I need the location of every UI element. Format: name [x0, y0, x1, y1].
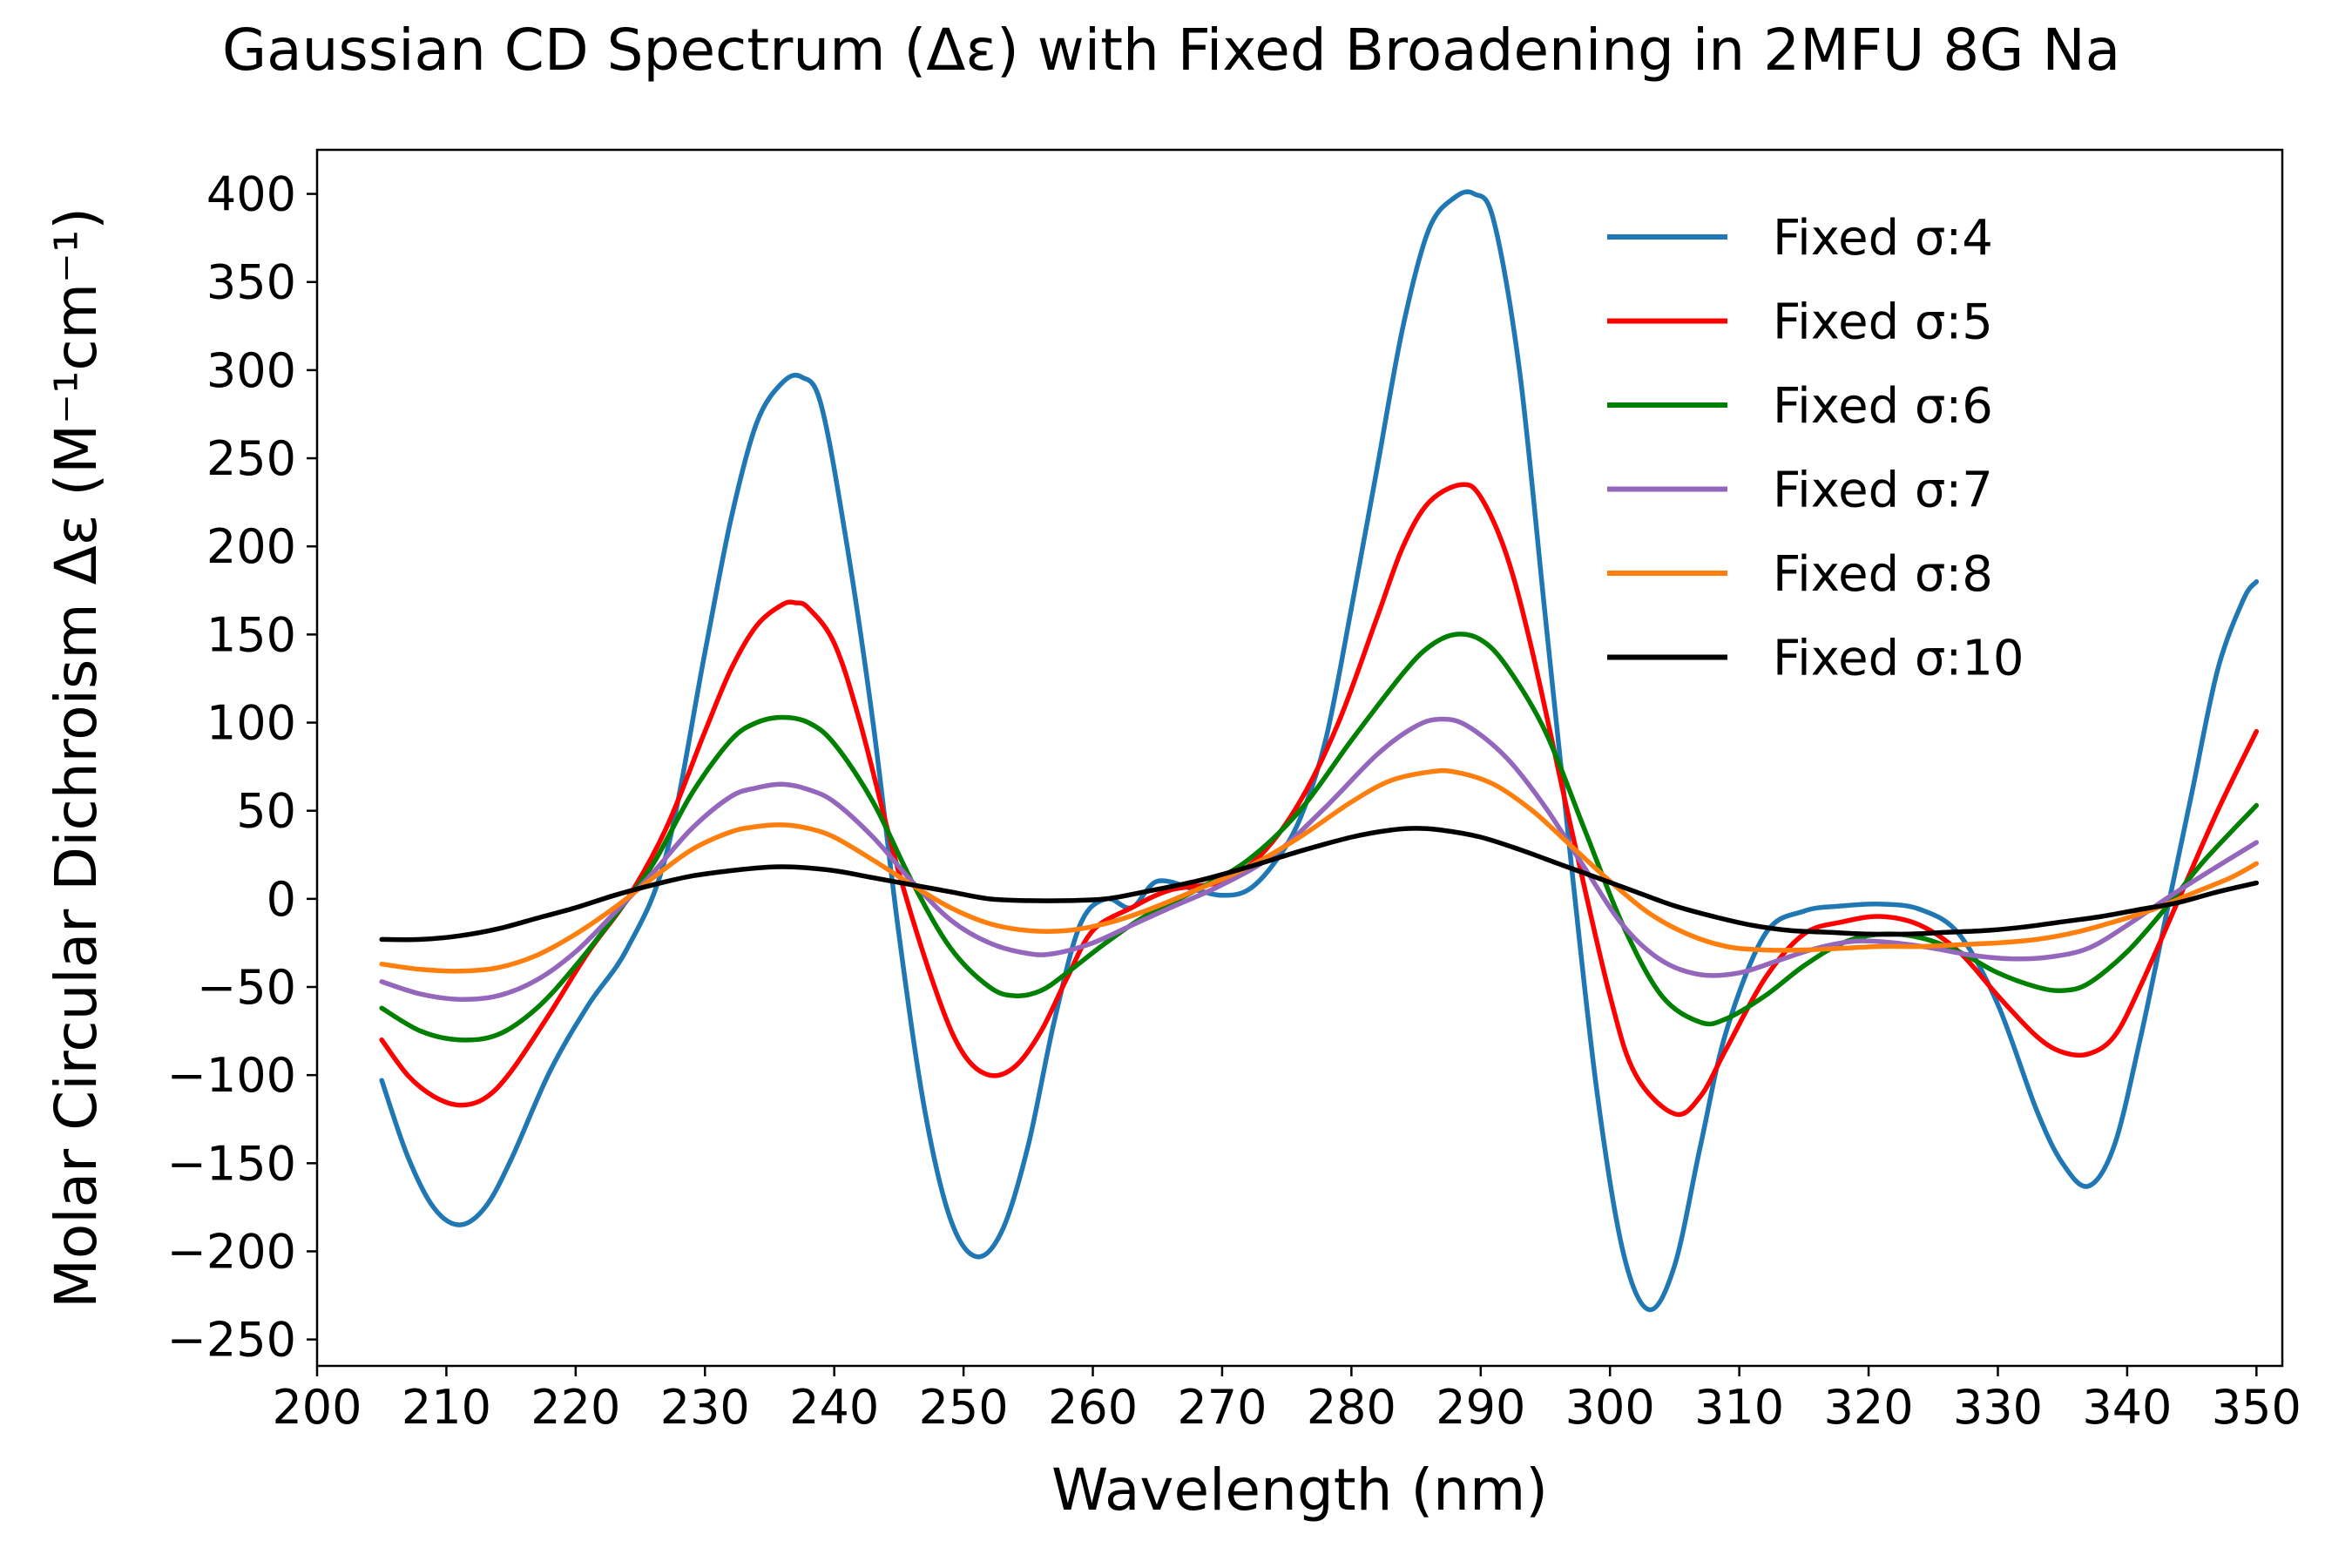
- x-tick-label: 290: [1436, 1380, 1525, 1435]
- legend: Fixed σ:4 Fixed σ:5 Fixed σ:6 Fixed σ:7 Fixe…: [1607, 210, 2024, 687]
- y-tick-label: −100: [167, 1048, 296, 1103]
- y-tick-label: −200: [167, 1224, 296, 1279]
- y-tick-label: 100: [206, 696, 296, 751]
- x-tick-label: 200: [272, 1380, 362, 1435]
- y-tick-label: 50: [236, 784, 296, 839]
- x-tick-label: 250: [919, 1380, 1009, 1435]
- y-tick-label: 150: [206, 607, 296, 662]
- y-tick-label: 300: [206, 343, 296, 398]
- series-line-5: [379, 767, 2260, 974]
- series-line-6: [379, 826, 2260, 943]
- x-tick-label: 320: [1824, 1380, 1914, 1435]
- axis-ticks: 200 210 220 230 240 250 260 270 280 290 300 310 320 3…: [167, 167, 2301, 1435]
- x-tick-label: 310: [1694, 1380, 1784, 1435]
- x-tick-label: 300: [1565, 1380, 1655, 1435]
- x-tick-label: 240: [789, 1380, 879, 1435]
- y-tick-label: 200: [206, 519, 296, 574]
- series-line-2: [379, 482, 2260, 1118]
- chart-title: Gaussian CD Spectrum (Δε) with Fixed Bro…: [222, 17, 2120, 84]
- legend-label-5: Fixed σ:8: [1773, 546, 1993, 603]
- x-axis-label: Wavelength (nm): [1051, 1456, 1548, 1524]
- legend-label-2: Fixed σ:5: [1773, 294, 1993, 351]
- x-tick-label: 270: [1177, 1380, 1267, 1435]
- x-tick-label: 220: [531, 1380, 620, 1435]
- legend-label-6: Fixed σ:10: [1773, 631, 2024, 687]
- x-tick-label: 280: [1307, 1380, 1396, 1435]
- x-tick-label: 260: [1048, 1380, 1138, 1435]
- series-line-3: [379, 632, 2260, 1043]
- series-line-1: [379, 189, 2260, 1313]
- legend-label-3: Fixed σ:6: [1773, 378, 1993, 435]
- y-tick-label: 400: [206, 167, 296, 222]
- y-axis-label: Molar Circular Dichroism Δε (M⁻¹cm⁻¹): [43, 207, 110, 1308]
- y-tick-label: 250: [206, 431, 296, 486]
- x-tick-label: 230: [660, 1380, 750, 1435]
- y-tick-label: 350: [206, 255, 296, 310]
- y-tick-label: −250: [167, 1313, 296, 1368]
- plot-lines: [379, 189, 2260, 1313]
- x-tick-label: 210: [402, 1380, 491, 1435]
- x-tick-label: 340: [2082, 1380, 2172, 1435]
- plot-area-frame: [315, 148, 2284, 1368]
- y-tick-label: 0: [267, 872, 296, 927]
- x-tick-label: 330: [1953, 1380, 2043, 1435]
- y-tick-label: −50: [197, 960, 296, 1015]
- legend-label-4: Fixed σ:7: [1773, 463, 1993, 519]
- legend-label-1: Fixed σ:4: [1773, 210, 1993, 267]
- x-tick-label: 350: [2212, 1380, 2301, 1435]
- y-tick-label: −150: [167, 1136, 296, 1191]
